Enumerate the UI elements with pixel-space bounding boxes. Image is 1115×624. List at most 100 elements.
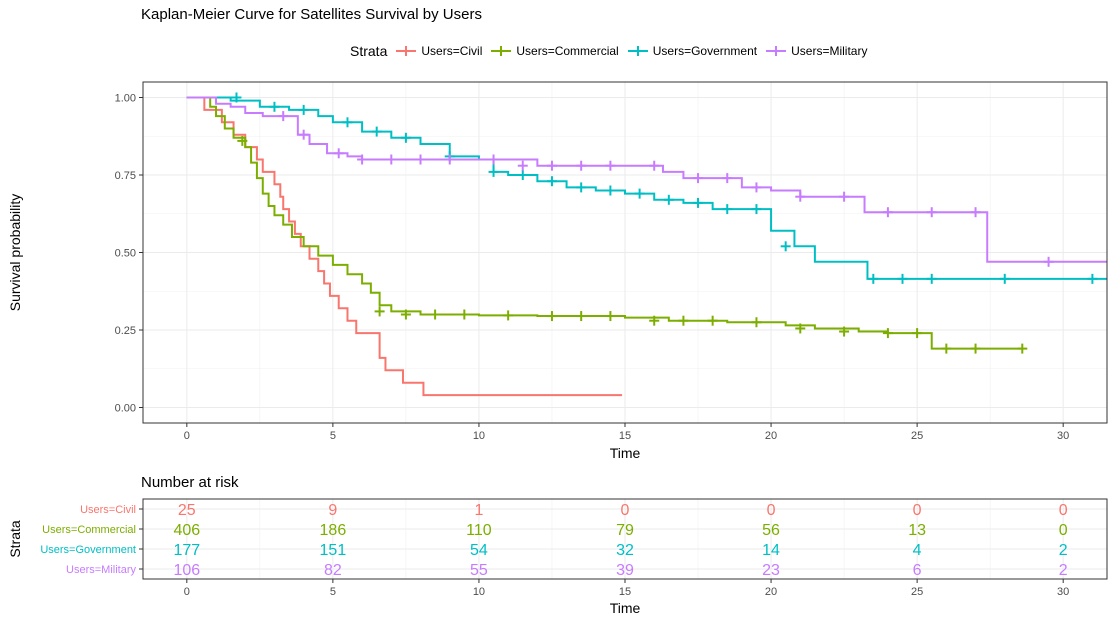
x-tick-label: 20	[765, 430, 777, 442]
legend: Strata Users=Civil Users=Commercial Users=…	[350, 42, 875, 60]
censor-mark	[278, 111, 289, 122]
censor-mark	[605, 185, 616, 196]
censor-mark	[941, 343, 952, 354]
risk-count: 39	[616, 562, 634, 579]
censor-mark	[926, 273, 937, 284]
censor-mark	[546, 160, 557, 171]
x-tick-label: 10	[473, 586, 485, 598]
survival-curve-line	[186, 96, 623, 397]
risk-count: 0	[1059, 522, 1068, 539]
risk-count: 0	[1059, 502, 1068, 519]
risk-count: 1	[474, 502, 483, 519]
legend-item: Users=Government	[627, 43, 757, 59]
risk-count: 406	[173, 522, 200, 539]
censor-mark	[912, 328, 923, 339]
legend-items: Users=Civil Users=Commercial Users=Governm…	[395, 43, 875, 59]
risk-x-axis-title: Time	[610, 600, 641, 616]
risk-count: 56	[762, 522, 780, 539]
legend-key-icon	[766, 46, 787, 56]
risk-count: 0	[767, 502, 776, 519]
censor-mark	[722, 204, 733, 215]
censor-mark	[605, 160, 616, 171]
risk-count: 151	[320, 542, 347, 559]
x-tick-label: 10	[473, 430, 485, 442]
y-tick-label: 0.00	[115, 403, 136, 415]
risk-table-title: Number at risk	[141, 474, 239, 491]
censor-mark	[605, 311, 616, 322]
censor-mark	[795, 323, 806, 334]
censor-mark	[333, 148, 344, 159]
legend-label: Users=Civil	[421, 44, 483, 58]
censor-mark	[649, 315, 660, 326]
x-tick-label: 15	[619, 430, 631, 442]
censor-mark	[430, 309, 441, 320]
censor-mark	[970, 343, 981, 354]
x-tick-label: 0	[184, 586, 190, 598]
censor-mark	[386, 154, 397, 165]
legend-label: Users=Commercial	[516, 44, 619, 58]
risk-count: 2	[1059, 562, 1068, 579]
censor-mark	[795, 191, 806, 202]
y-tick-label: 0.50	[115, 248, 136, 260]
legend-item: Users=Commercial	[490, 43, 619, 59]
risk-row-label: Users=Civil	[80, 504, 136, 516]
risk-y-axis-title: Strata	[7, 520, 23, 558]
censor-mark	[444, 154, 455, 165]
risk-count: 82	[324, 562, 342, 579]
censor-mark	[298, 129, 309, 140]
legend-label: Users=Government	[652, 44, 758, 58]
risk-row-label: Users=Military	[66, 564, 136, 576]
censor-mark	[663, 194, 674, 205]
censor-mark	[999, 273, 1010, 284]
censor-mark	[342, 117, 353, 128]
x-tick-label: 0	[184, 430, 190, 442]
x-axis-title: Time	[610, 445, 641, 461]
y-tick-label: 1.00	[115, 93, 136, 105]
risk-count: 14	[762, 542, 780, 559]
y-tick-label: 0.75	[115, 170, 136, 182]
censor-mark	[868, 273, 879, 284]
x-tick-label: 30	[1057, 586, 1069, 598]
survival-curve-line	[186, 96, 1107, 263]
legend-key-icon	[491, 46, 512, 56]
x-tick-label: 25	[911, 430, 923, 442]
x-tick-label: 15	[619, 586, 631, 598]
censor-mark	[722, 173, 733, 184]
censor-mark	[400, 309, 411, 320]
censor-mark	[459, 309, 470, 320]
survival-plot: 0 5 10 15 20 25 30 0.00 0.25 0.50 0.75 1.00 Time Surv…	[7, 81, 1108, 461]
censor-mark	[1087, 273, 1098, 284]
censor-mark	[926, 207, 937, 218]
x-tick-label: 30	[1057, 430, 1069, 442]
censor-mark	[576, 160, 587, 171]
censor-mark	[751, 182, 762, 193]
censor-mark	[1043, 256, 1054, 267]
risk-grid	[143, 499, 1107, 579]
censor-mark	[517, 160, 528, 171]
censor-mark	[298, 104, 309, 115]
y-tick-label: 0.25	[115, 325, 136, 337]
censor-mark	[231, 92, 242, 103]
risk-count: 23	[762, 562, 780, 579]
censor-mark	[374, 306, 385, 317]
censor-mark	[576, 182, 587, 193]
legend-item: Users=Military	[765, 43, 867, 59]
legend-key-icon	[396, 46, 417, 56]
censor-mark	[237, 135, 248, 146]
censor-mark	[546, 311, 557, 322]
censor-mark	[488, 166, 499, 177]
censor-mark	[488, 154, 499, 165]
censor-mark	[751, 204, 762, 215]
risk-count: 13	[908, 522, 926, 539]
legend-title: Strata	[350, 43, 388, 59]
censor-mark	[546, 176, 557, 187]
risk-count: 2	[1059, 542, 1068, 559]
risk-count: 79	[616, 522, 634, 539]
censor-mark	[1017, 343, 1028, 354]
survival-curve-line	[186, 96, 1107, 280]
censor-mark	[400, 132, 411, 143]
risk-count: 54	[470, 542, 488, 559]
risk-count: 0	[621, 502, 630, 519]
risk-count: 4	[913, 542, 922, 559]
risk-count: 32	[616, 542, 634, 559]
